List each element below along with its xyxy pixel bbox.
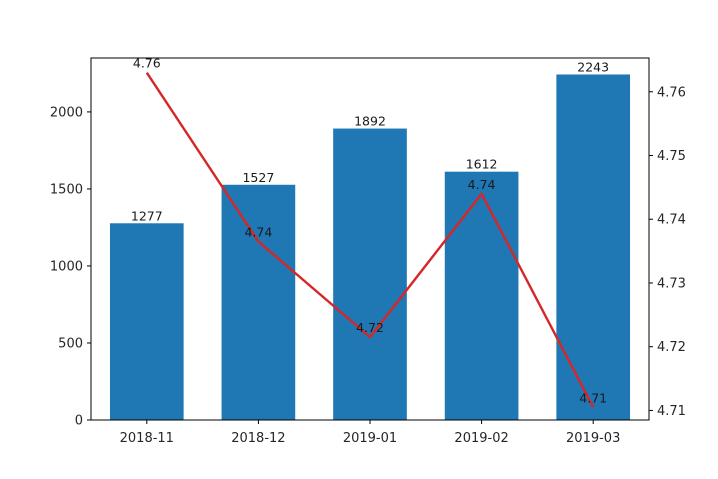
line-series: [145, 71, 595, 408]
x-tick-label: 2019-03: [566, 431, 620, 446]
line-value-label: 4.76: [133, 56, 161, 71]
y-right-tick-label: 4.75: [657, 149, 686, 164]
line-value-label: 4.74: [468, 177, 496, 192]
line-value-label: 4.72: [356, 320, 384, 335]
bar-2019-01: [333, 128, 407, 420]
y-right-tick-label: 4.71: [657, 404, 686, 419]
y-right-tick-label: 4.73: [657, 276, 686, 291]
bar-2019-02: [444, 171, 519, 420]
y-right-tick-label: 4.74: [657, 213, 686, 228]
bar-2018-11: [109, 223, 184, 420]
x-tick-label: 2018-11: [120, 431, 174, 446]
bar-value-label: 1527: [242, 170, 274, 185]
line-value-label: 4.71: [579, 390, 607, 405]
bar-data-labels: 1277 1527 1892 1612 2243: [131, 59, 609, 223]
bar-value-label: 1892: [354, 114, 386, 129]
line-series-path: [145, 71, 595, 408]
bar-value-label: 2243: [577, 59, 609, 74]
x-axis: 2018-11 2018-12 2019-01 2019-02 2019-03: [120, 420, 620, 446]
y-axis-left: 0 500 1000 1500 2000: [50, 105, 91, 429]
x-tick-label: 2019-02: [454, 431, 508, 446]
x-tick-label: 2019-01: [343, 431, 397, 446]
line-data-labels: 4.76 4.74 4.72 4.74 4.71: [133, 56, 607, 406]
y-right-tick-label: 4.76: [657, 85, 686, 100]
y-left-tick-label: 500: [58, 336, 83, 351]
y-left-tick-label: 2000: [50, 105, 83, 120]
x-tick-label: 2018-12: [231, 431, 285, 446]
bar-2018-12: [221, 184, 296, 420]
bar-value-label: 1277: [131, 208, 163, 223]
y-left-tick-label: 1500: [50, 182, 83, 197]
y-right-tick-label: 4.72: [657, 340, 686, 355]
y-left-tick-label: 1000: [50, 259, 83, 274]
line-value-label: 4.74: [244, 225, 272, 240]
bar-value-label: 1612: [466, 157, 498, 172]
y-axis-right: 4.71 4.72 4.73 4.74 4.75 4.76: [649, 85, 686, 419]
bar-2019-03: [556, 74, 631, 421]
y-left-tick-label: 0: [75, 414, 83, 429]
